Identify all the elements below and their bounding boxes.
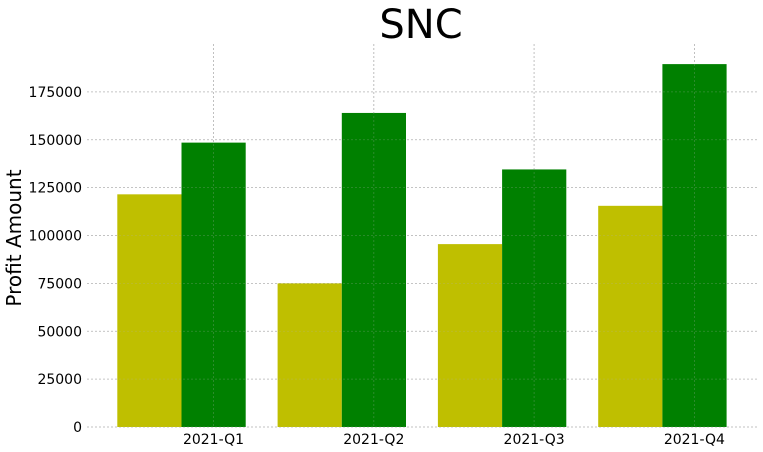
bars-layer xyxy=(117,64,727,428)
bar-series2-2021-q3 xyxy=(502,169,567,427)
bar-series2-2021-q1 xyxy=(181,142,246,427)
x-tick-label: 2021-Q4 xyxy=(664,432,725,448)
chart-title: SNC xyxy=(379,2,462,48)
y-tick-label: 0 xyxy=(73,420,82,436)
bar-series1-2021-q4 xyxy=(598,205,663,427)
x-tick-label: 2021-Q3 xyxy=(504,432,565,448)
y-axis-label: Profit Amount xyxy=(2,169,26,306)
bar-series1-2021-q2 xyxy=(277,283,342,427)
x-tick-labels: 2021-Q1 2021-Q2 2021-Q3 2021-Q4 xyxy=(183,432,725,448)
y-tick-label: 75000 xyxy=(37,276,82,292)
y-tick-label: 175000 xyxy=(29,85,82,101)
bar-series2-2021-q2 xyxy=(341,112,406,427)
x-tick-label: 2021-Q2 xyxy=(343,432,404,448)
y-tick-label: 50000 xyxy=(37,324,82,340)
x-tick-label: 2021-Q1 xyxy=(183,432,244,448)
y-tick-label: 100000 xyxy=(29,229,82,245)
y-tick-label: 150000 xyxy=(29,133,82,149)
bar-series1-2021-q3 xyxy=(437,244,503,427)
y-tick-label: 25000 xyxy=(37,372,82,388)
bar-series2-2021-q4 xyxy=(662,64,727,428)
y-tick-label: 125000 xyxy=(29,181,82,197)
bar-series1-2021-q1 xyxy=(117,194,182,427)
y-tick-labels: 0 25000 50000 75000 100000 125000 150000 175000 xyxy=(29,85,82,436)
